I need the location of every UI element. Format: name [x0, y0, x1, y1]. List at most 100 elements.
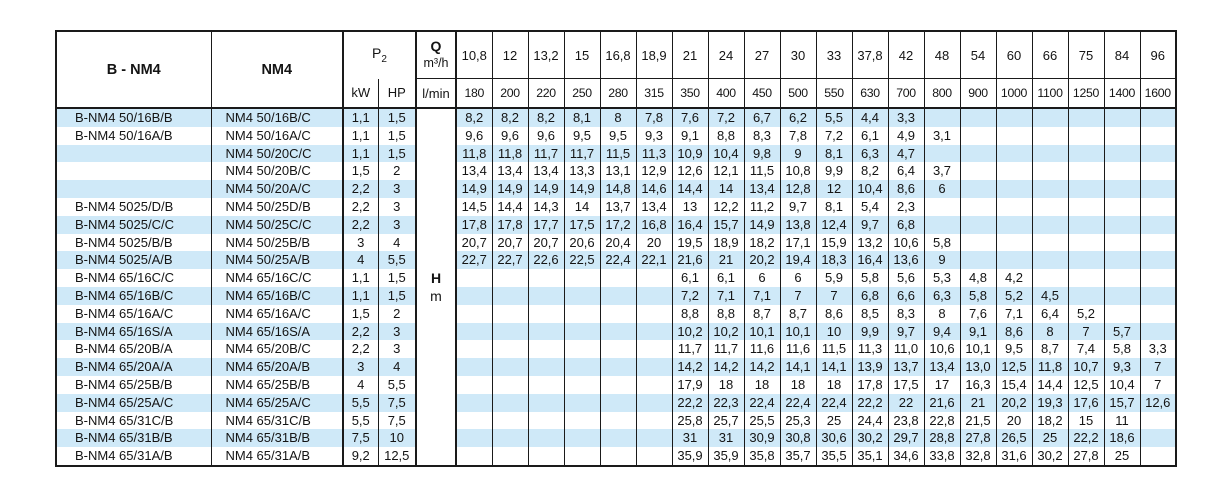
cell-head-value: 8,2	[527, 108, 565, 127]
cell-b-nm4-model: B-NM4 65/31C/B	[55, 411, 212, 430]
cell-head-value: 25	[1103, 447, 1141, 466]
cell-head-value: 22,5	[563, 251, 601, 270]
cell-head-value: 22	[887, 393, 925, 412]
cell-head-value: 4,9	[887, 126, 925, 145]
cell-head-value	[563, 447, 601, 466]
cell-head-value: 27,8	[1067, 447, 1105, 466]
cell-head-value	[455, 304, 493, 323]
cell-p2-kw: 4	[342, 251, 379, 270]
q-symbol: Q	[430, 38, 442, 55]
cell-head-value	[1103, 215, 1141, 234]
cell-head-value: 35,9	[671, 447, 709, 466]
cell-head-value: 21,5	[959, 411, 997, 430]
cell-head-value: 4,8	[959, 269, 997, 287]
cell-head-value: 2,3	[887, 197, 925, 216]
cell-head-value	[1031, 197, 1069, 216]
flow-header-lmin: 400	[707, 78, 745, 109]
cell-head-value: 9,5	[563, 126, 601, 145]
cell-head-value	[563, 269, 601, 287]
cell-head-value	[1103, 126, 1141, 145]
cell-head-value	[455, 286, 493, 305]
cell-head-value: 8,1	[815, 197, 853, 216]
cell-head-value: 3,1	[923, 126, 961, 145]
cell-nm4-model: NM4 50/16B/C	[210, 108, 344, 127]
cell-nm4-model: NM4 65/20A/B	[210, 358, 344, 376]
cell-head-value	[1139, 126, 1177, 145]
cell-head-value: 20,7	[527, 233, 565, 252]
flow-header-lmin: 450	[743, 78, 781, 109]
flow-header-m3h: 75	[1067, 31, 1105, 79]
cell-head-value: 7,1	[707, 286, 745, 305]
cell-head-value: 7,6	[959, 304, 997, 323]
cell-head-value: 5,8	[1103, 340, 1141, 359]
cell-head-value	[1031, 144, 1069, 163]
cell-head-value: 3,7	[923, 162, 961, 181]
cell-nm4-model: NM4 50/20B/C	[210, 162, 344, 181]
cell-nm4-model: NM4 65/16A/C	[210, 304, 344, 323]
cell-head-value: 7,1	[995, 304, 1033, 323]
cell-nm4-model: NM4 50/25A/B	[210, 251, 344, 270]
cell-head-value: 9,7	[851, 215, 889, 234]
flow-header-m3h: 27	[743, 31, 781, 79]
cell-head-value: 11,7	[671, 340, 709, 359]
cell-head-value: 30,2	[851, 429, 889, 448]
cell-head-value: 9,7	[887, 322, 925, 341]
cell-head-value	[995, 126, 1033, 145]
cell-head-value: 12,5	[1067, 375, 1105, 394]
cell-head-value: 17,8	[491, 215, 529, 234]
cell-head-value: 13,3	[563, 162, 601, 181]
cell-p2-kw: 1,5	[342, 304, 379, 323]
cell-head-value: 8,7	[1031, 340, 1069, 359]
cell-head-value	[959, 233, 997, 252]
cell-head-value: 26,5	[995, 429, 1033, 448]
cell-head-value: 9	[923, 251, 961, 270]
cell-head-value: 30,6	[815, 429, 853, 448]
cell-b-nm4-model: B-NM4 65/25B/B	[55, 375, 212, 394]
flow-header-lmin: 1400	[1103, 78, 1141, 109]
cell-head-value: 7	[1067, 322, 1105, 341]
cell-head-value: 12	[815, 180, 853, 198]
cell-head-value: 13,1	[599, 162, 637, 181]
cell-head-value: 22,2	[851, 393, 889, 412]
cell-head-value: 5,7	[1103, 322, 1141, 341]
flow-header-lmin: 500	[779, 78, 817, 109]
cell-b-nm4-model: B-NM4 65/16C/C	[55, 269, 212, 287]
cell-head-value: 18	[779, 375, 817, 394]
cell-head-value: 4,7	[887, 144, 925, 163]
cell-head-value: 32,8	[959, 447, 997, 466]
cell-head-value: 22,2	[1067, 429, 1105, 448]
flow-header-lmin: 1600	[1139, 78, 1177, 109]
flow-header-lmin: 900	[959, 78, 997, 109]
cell-head-value: 14,4	[671, 180, 709, 198]
cell-head-value: 18,2	[743, 233, 781, 252]
cell-head-value: 12,6	[671, 162, 709, 181]
cell-head-value: 14,9	[455, 180, 493, 198]
cell-p2-kw: 1,1	[342, 126, 379, 145]
cell-head-value	[635, 358, 673, 376]
cell-head-value: 9,7	[779, 197, 817, 216]
cell-head-value	[1139, 251, 1177, 270]
cell-p2-hp: 1,5	[377, 126, 417, 145]
cell-head-value	[527, 411, 565, 430]
cell-head-value: 11,7	[527, 144, 565, 163]
cell-head-value: 20,6	[563, 233, 601, 252]
cell-head-value: 35,5	[815, 447, 853, 466]
cell-head-value	[635, 393, 673, 412]
table-row: B-NM4 65/31B/B NM4 65/31B/B 7,5 10 31 31 30,9 3…	[55, 429, 1177, 448]
table-row: B-NM4 65/25B/B NM4 65/25B/B 4 5,5 17,9 18 18 18…	[55, 375, 1177, 394]
cell-head-value	[599, 340, 637, 359]
cell-head-value: 22,7	[455, 251, 493, 270]
cell-p2-kw: 7,5	[342, 429, 379, 448]
cell-head-value: 11,3	[851, 340, 889, 359]
cell-head-value: 7,8	[779, 126, 817, 145]
cell-head-value	[563, 322, 601, 341]
table-row: B-NM4 5025/B/B NM4 50/25B/B 3 4 20,7 20,7 20,7…	[55, 233, 1177, 252]
flow-header-m3h: 96	[1139, 31, 1177, 79]
cell-head-value: 9,6	[455, 126, 493, 145]
cell-head-value: 31,6	[995, 447, 1033, 466]
cell-head-value	[491, 375, 529, 394]
cell-head-value	[635, 340, 673, 359]
flow-header-m3h: 24	[707, 31, 745, 79]
cell-head-value: 9,9	[815, 162, 853, 181]
